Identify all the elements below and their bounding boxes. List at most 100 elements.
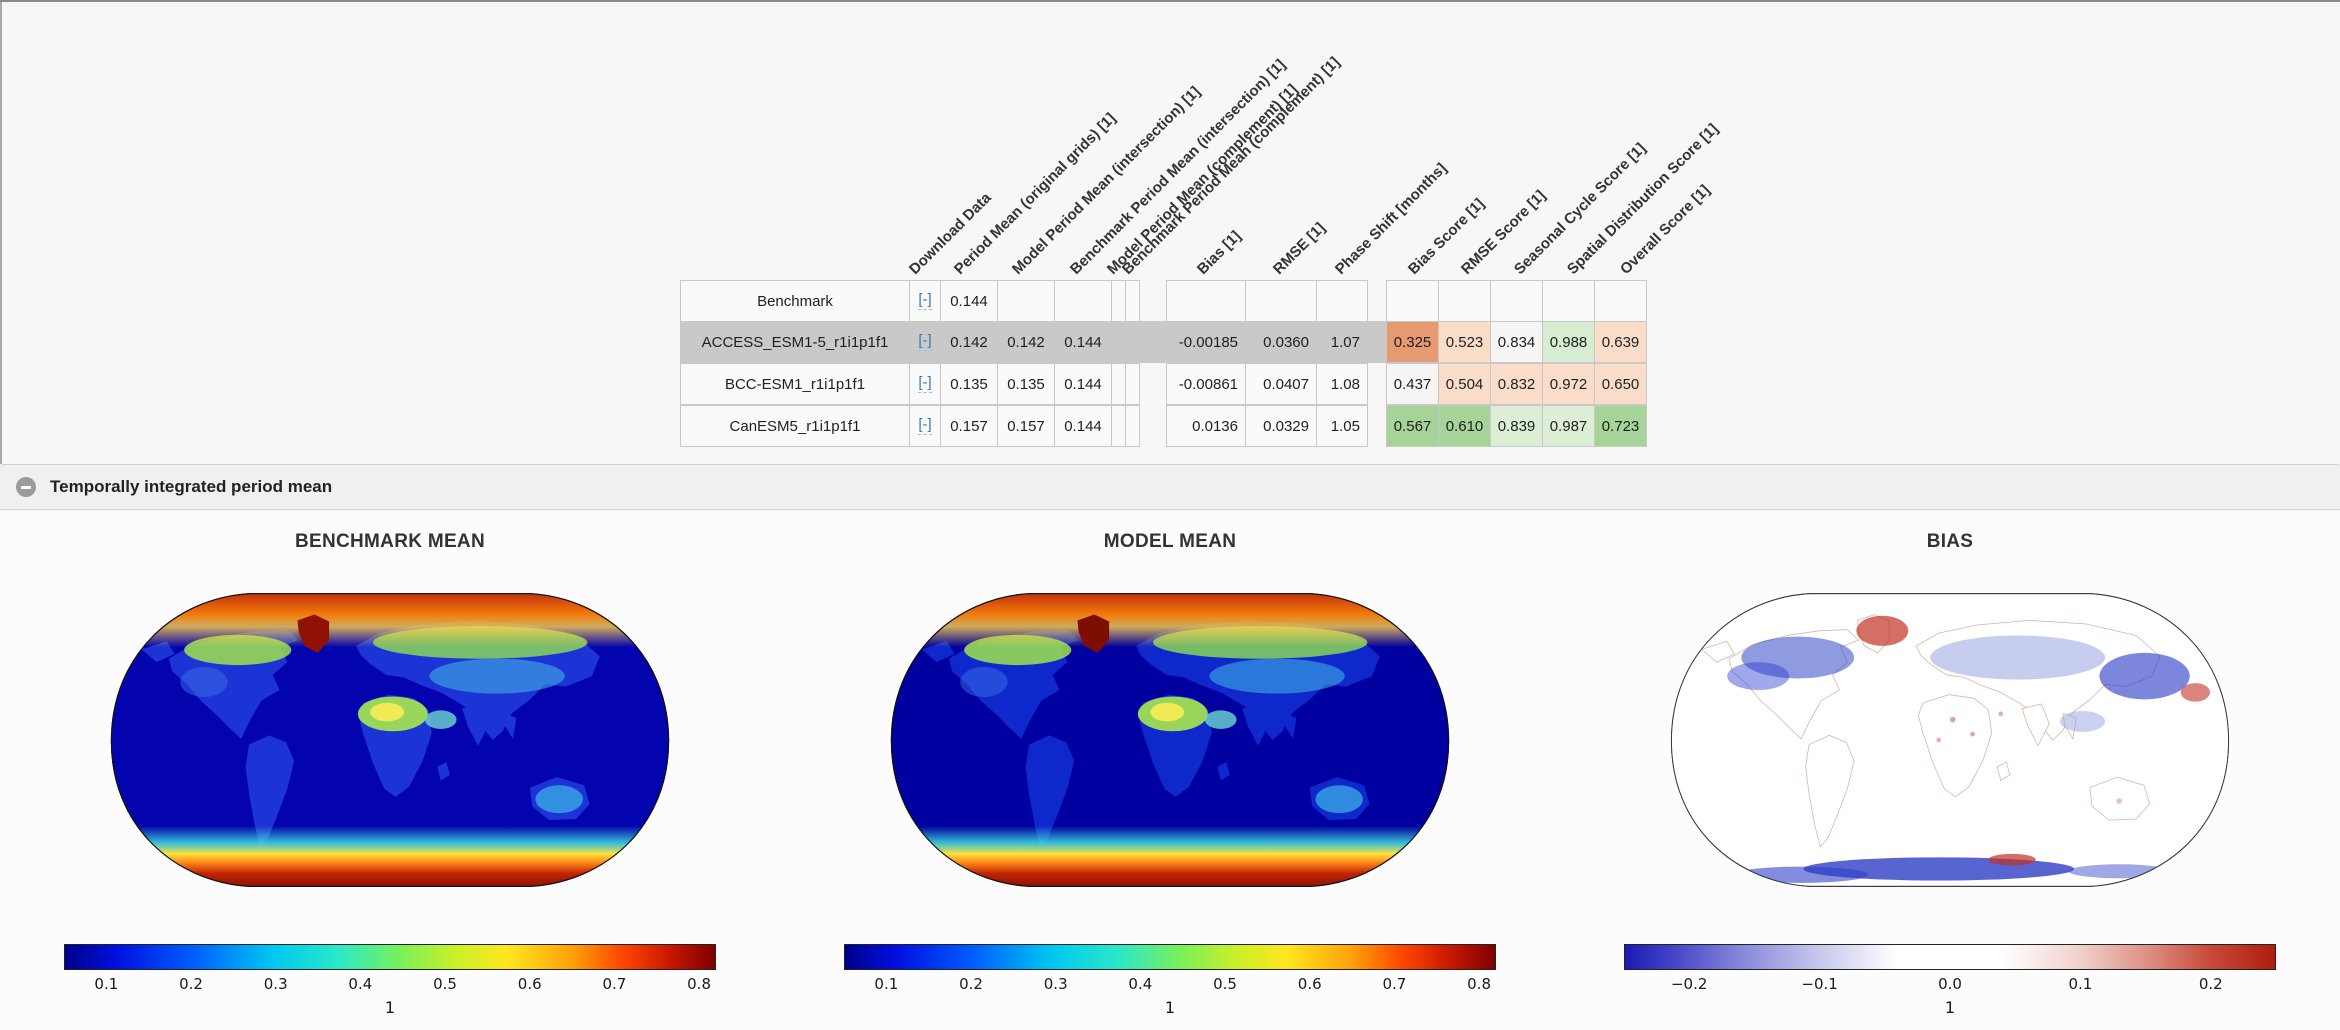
table-gap: [1139, 363, 1167, 405]
download-data-cell: [-]: [909, 405, 941, 447]
colorbar-tick-label: 0.2: [179, 975, 203, 993]
download-data-cell: [-]: [909, 363, 941, 405]
score-cell: [1542, 280, 1595, 322]
score-cell: 0.504: [1438, 363, 1491, 405]
score-cell: 0.523: [1438, 321, 1491, 363]
table-gap: [1139, 405, 1167, 447]
map-title: BENCHMARK MEAN: [295, 531, 485, 552]
value-cell-bpc: [1125, 321, 1140, 363]
value-cell-mpi: 0.135: [997, 363, 1055, 405]
score-cell: 0.610: [1438, 405, 1491, 447]
colorbar-tick-label: 0.2: [959, 975, 983, 993]
value-cell-bias: -0.00185: [1166, 321, 1246, 363]
model-score-table: Benchmark [-] 0.144 ACCESS_ESM1-5_r1i1p1f1 […: [680, 280, 1647, 448]
value-cell-bpi: 0.144: [1054, 321, 1112, 363]
colorbar: 0.1 0.2 0.3 0.4 0.5 0.6 0.7 0.8 1: [844, 944, 1496, 1017]
colorbar-tick-label: 0.5: [433, 975, 457, 993]
colorbar-tick-label: 0.8: [1467, 975, 1491, 993]
value-cell-bpi: [1054, 280, 1112, 322]
table-gap: [1367, 321, 1387, 363]
value-cell-mpc: [1111, 405, 1126, 447]
column-header: RMSE [1]: [1269, 219, 1329, 278]
value-cell-mpi: 0.157: [997, 405, 1055, 447]
colorbar-tick-label: 0.7: [602, 975, 627, 993]
table-gap: [1367, 363, 1387, 405]
diverging-bias-map: [1668, 589, 2232, 891]
value-cell-pm: 0.144: [940, 280, 998, 322]
model-name-cell: CanESM5_r1i1p1f1: [680, 405, 910, 447]
colorbar-tick-label: 0.6: [1297, 975, 1322, 993]
colorbar-tick-label: 0.4: [348, 975, 373, 993]
colorbar-tick-label: 0.5: [1213, 975, 1237, 993]
value-cell-bpi: 0.144: [1054, 363, 1112, 405]
score-cell: 0.834: [1490, 321, 1543, 363]
score-cell: [1438, 280, 1491, 322]
panel-bias: BIAS −0.2 −0.1 0.0 0.1 0.2 1: [1560, 511, 2340, 1030]
maps-section: BENCHMARK MEAN 0.1 0.2 0.3 0.4 0.5 0.6 0.7 0.8 1…: [0, 511, 2340, 1030]
colorbar-units-label: 1: [1944, 998, 1956, 1017]
colorbar: 0.1 0.2 0.3 0.4 0.5 0.6 0.7 0.8 1: [64, 944, 716, 1017]
colorbar-tick-label: 0.2: [2198, 975, 2223, 993]
table-row[interactable]: BCC-ESM1_r1i1p1f1 [-] 0.135 0.135 0.144 -0.00…: [680, 363, 1647, 406]
download-data-link[interactable]: [-]: [918, 291, 932, 310]
value-cell-bpc: [1125, 363, 1140, 405]
download-data-link[interactable]: [-]: [918, 332, 932, 351]
colorbar-tick-label: 0.3: [263, 975, 288, 993]
colorbar-tick-label: 0.1: [2068, 975, 2093, 993]
value-cell-rmse: 0.0329: [1245, 405, 1317, 447]
download-data-cell: [-]: [909, 321, 941, 363]
download-data-link[interactable]: [-]: [918, 416, 932, 435]
colorbar-tick-label: 0.1: [874, 975, 899, 993]
value-cell-mpc: [1111, 363, 1126, 405]
table-row[interactable]: Benchmark [-] 0.144: [680, 280, 1647, 322]
model-name-cell: BCC-ESM1_r1i1p1f1: [680, 363, 910, 405]
value-cell-pm: 0.135: [940, 363, 998, 405]
model-name-cell: Benchmark: [680, 280, 910, 322]
score-cell: [1594, 280, 1647, 322]
value-cell-mpc: [1111, 321, 1126, 363]
column-header: Bias [1]: [1193, 227, 1245, 278]
colorbar-ticks: 0.1 0.2 0.3 0.4 0.5 0.6 0.7 0.8: [844, 970, 1496, 996]
value-cell-bias: 0.0136: [1166, 405, 1246, 447]
colorbar-tick-label: −0.1: [1801, 975, 1838, 993]
colorbar-tick-label: −0.2: [1670, 975, 1708, 993]
value-cell-rmse: 0.0407: [1245, 363, 1317, 405]
score-cell: 0.839: [1490, 405, 1543, 447]
collapse-minus-icon[interactable]: [16, 477, 36, 497]
colorbar-tick-label: 0.6: [517, 975, 542, 993]
colorbar: −0.2 −0.1 0.0 0.1 0.2 1: [1624, 944, 2276, 1017]
colorbar-tick-label: 0.0: [1938, 975, 1962, 993]
colorbar-units-label: 1: [1164, 998, 1176, 1017]
value-cell-bpc: [1125, 405, 1140, 447]
table-gap: [1367, 405, 1387, 447]
value-cell-pm: 0.157: [940, 405, 998, 447]
value-cell-phase: 1.05: [1316, 405, 1368, 447]
table-gap: [1367, 280, 1387, 322]
value-cell-mpi: [997, 280, 1055, 322]
colorbar-ticks: 0.1 0.2 0.3 0.4 0.5 0.6 0.7 0.8: [64, 970, 716, 996]
score-cell: 0.972: [1542, 363, 1595, 405]
colorbar-tick-label: 0.1: [94, 975, 119, 993]
colorbar-units-label: 1: [384, 998, 396, 1017]
colorbar-ticks: −0.2 −0.1 0.0 0.1 0.2: [1624, 970, 2276, 996]
column-header: Overall Score [1]: [1616, 181, 1713, 278]
table-row[interactable]: CanESM5_r1i1p1f1 [-] 0.157 0.157 0.144 0.0136…: [680, 405, 1647, 448]
table-column-headers: Download Data Period Mean (original grids…: [680, 2, 1721, 280]
value-cell-rmse: [1245, 280, 1317, 322]
page-left-border: [0, 2, 2, 464]
jet-colorbar-gradient: [844, 944, 1496, 970]
value-cell-bpi: 0.144: [1054, 405, 1112, 447]
section-header-temporally-integrated-period-mean[interactable]: Temporally integrated period mean: [0, 464, 2340, 510]
map-title: BIAS: [1926, 531, 1974, 552]
value-cell-phase: [1316, 280, 1368, 322]
colorbar-tick-label: 0.8: [687, 975, 711, 993]
download-data-link[interactable]: [-]: [918, 374, 932, 393]
value-cell-phase: 1.08: [1316, 363, 1368, 405]
score-cell: 0.325: [1386, 321, 1439, 363]
value-cell-mpc: [1111, 280, 1126, 322]
value-cell-bias: [1166, 280, 1246, 322]
value-cell-bias: -0.00861: [1166, 363, 1246, 405]
jet-colorbar-gradient: [64, 944, 716, 970]
model-name-cell: ACCESS_ESM1-5_r1i1p1f1: [680, 321, 910, 363]
table-row[interactable]: ACCESS_ESM1-5_r1i1p1f1 [-] 0.142 0.142 0.144…: [680, 321, 1647, 364]
